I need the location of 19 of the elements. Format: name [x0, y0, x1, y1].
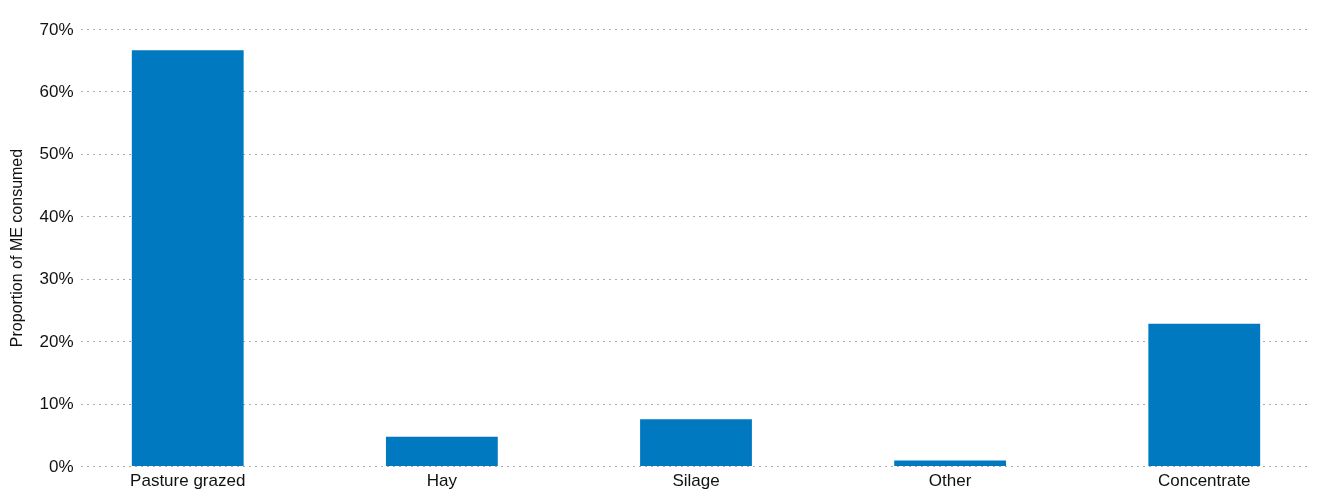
- y-tick-label: 70%: [39, 19, 74, 39]
- y-tick-label: 10%: [39, 394, 74, 414]
- bar: [1148, 323, 1261, 466]
- y-tick-label: 40%: [39, 206, 74, 226]
- bar: [640, 419, 752, 466]
- y-tick-label: 50%: [39, 144, 74, 164]
- y-tick-label: 60%: [39, 81, 74, 101]
- y-tick-label: 20%: [39, 331, 74, 351]
- bar: [131, 50, 244, 466]
- x-tick-label: Silage: [672, 470, 720, 490]
- y-tick-label: 30%: [39, 269, 74, 289]
- x-tick-label: Concentrate: [1157, 470, 1251, 490]
- bar: [894, 460, 1007, 466]
- y-tick-label: 0%: [48, 456, 74, 476]
- x-tick-label: Other: [928, 470, 972, 490]
- bar: [385, 436, 498, 466]
- x-tick-label: Hay: [426, 470, 458, 490]
- x-tick-label: Pasture grazed: [130, 470, 246, 490]
- y-axis-title: Proportion of ME consumed: [8, 148, 26, 348]
